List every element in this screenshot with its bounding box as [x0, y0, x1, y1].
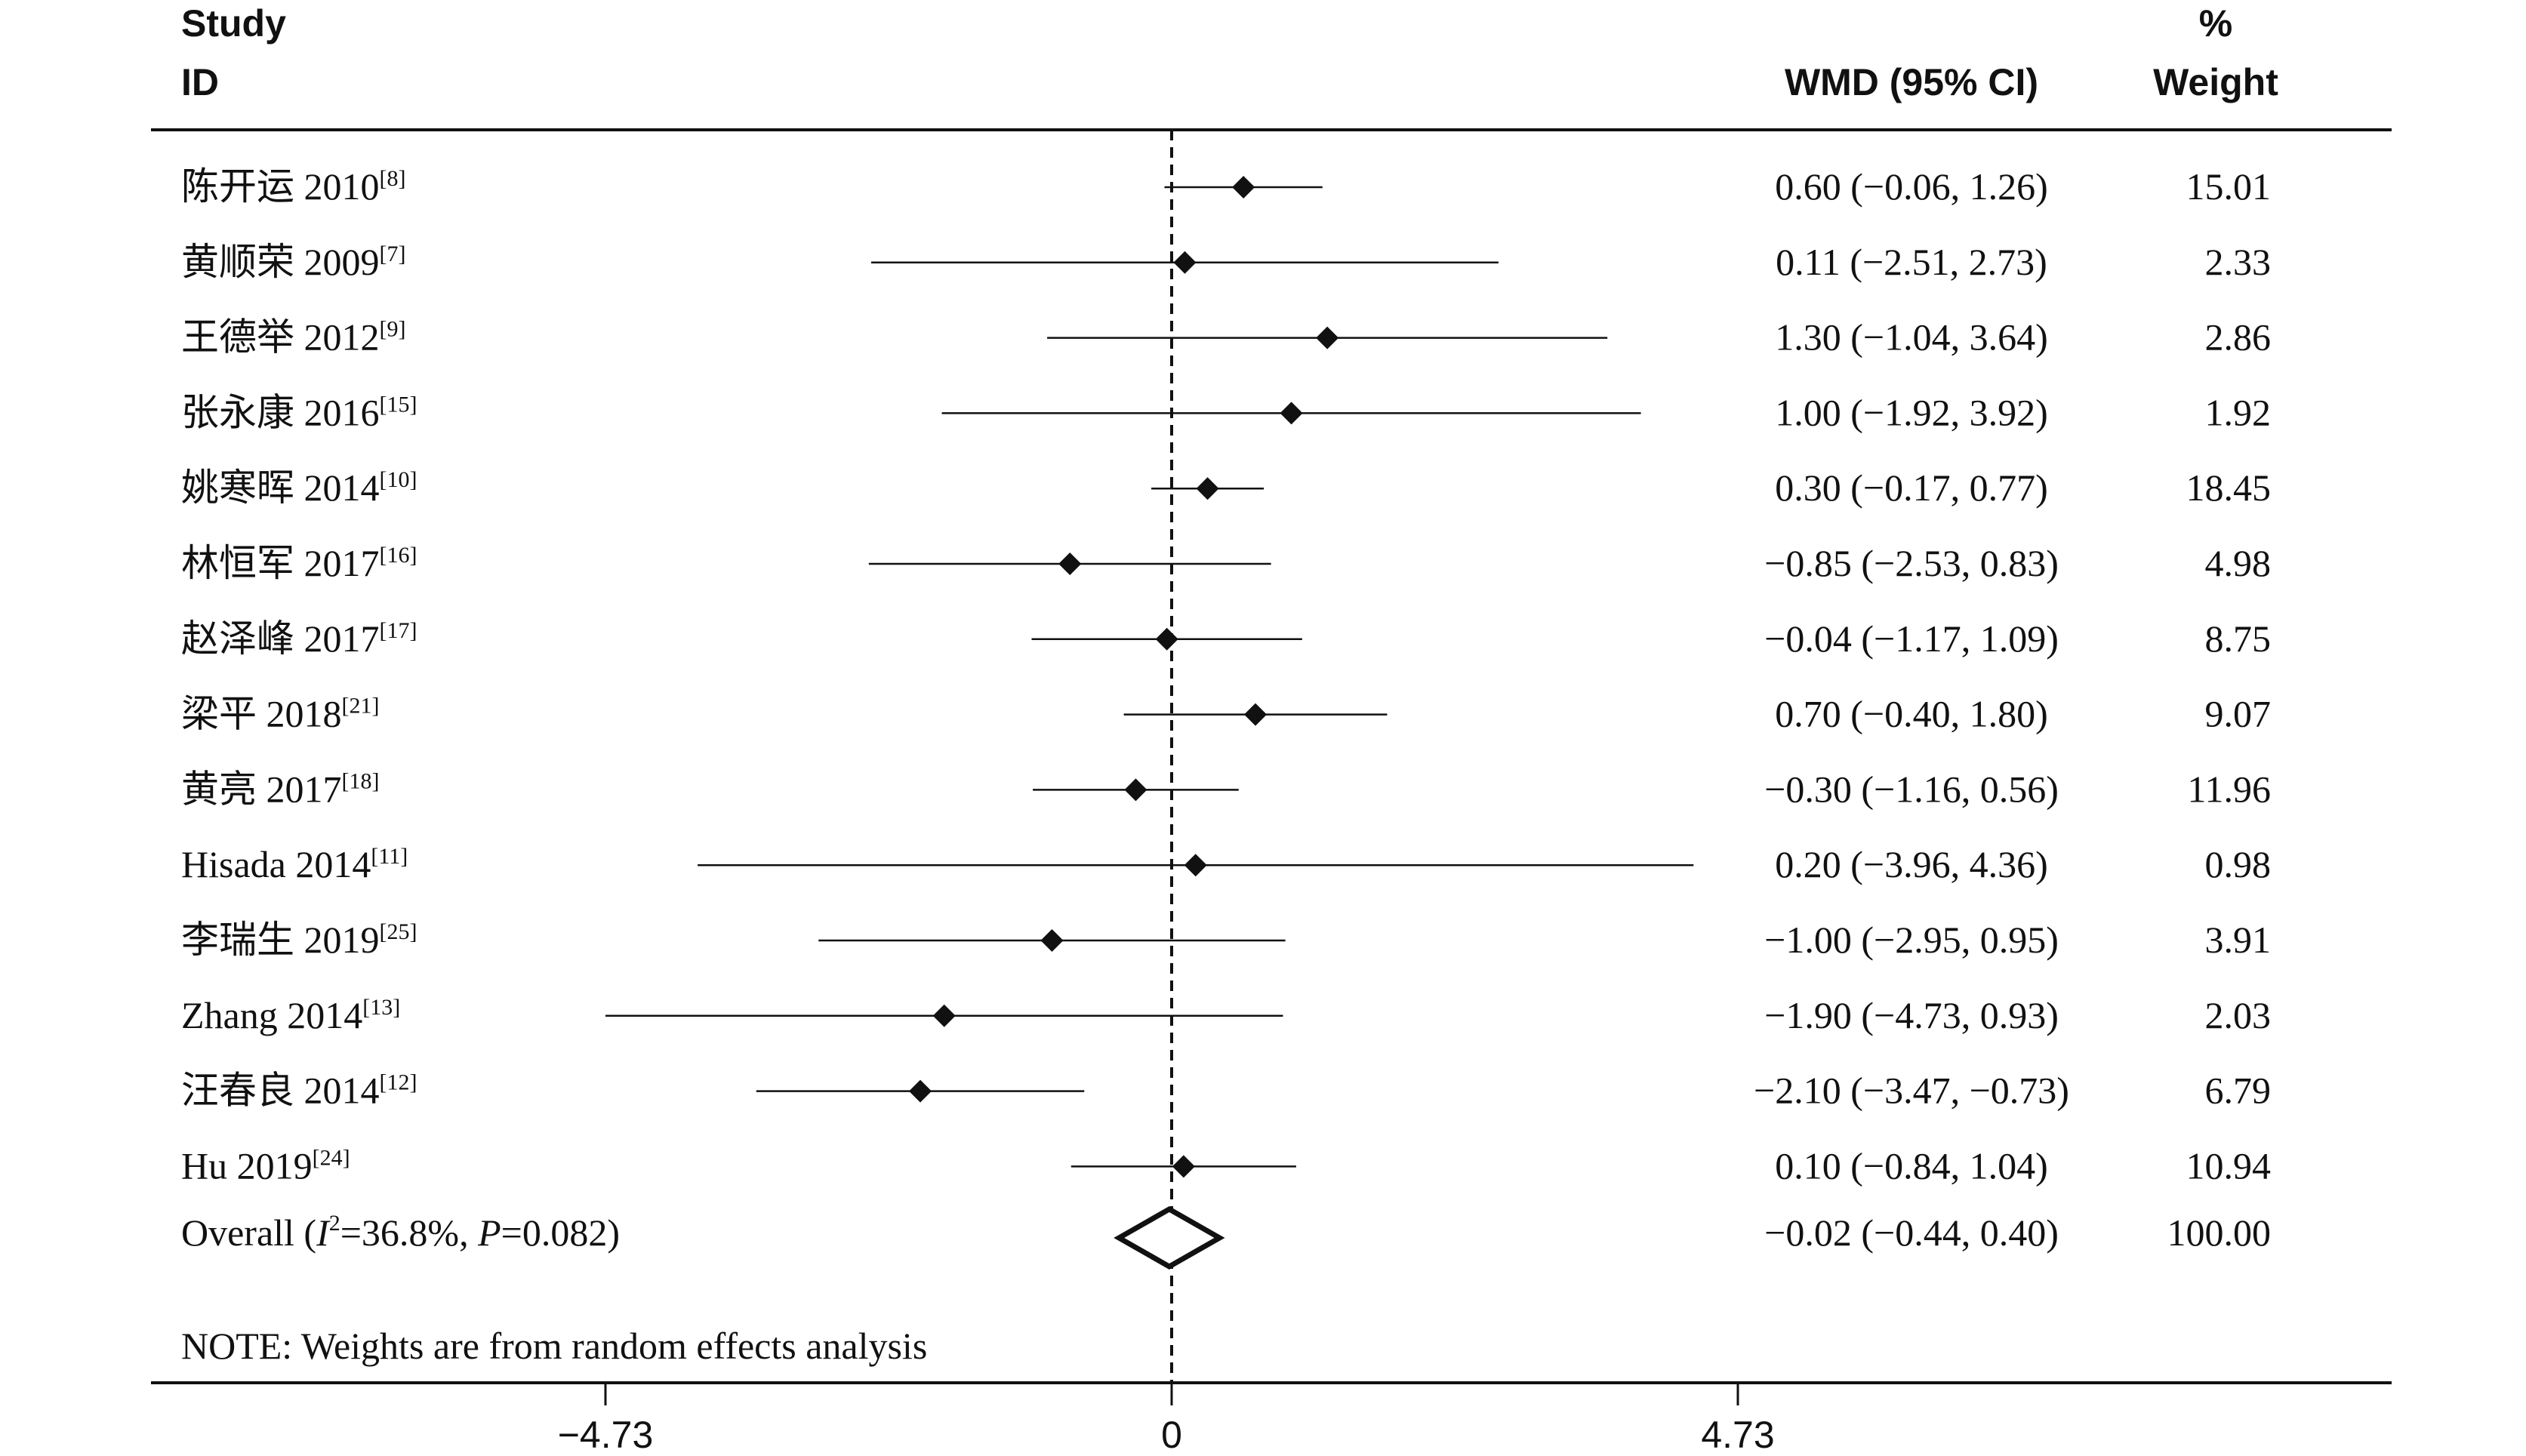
x-tick-label: −4.73	[558, 1414, 654, 1456]
point-estimate	[1280, 402, 1303, 425]
point-estimate	[909, 1079, 932, 1103]
header-study: Study	[181, 2, 286, 45]
header-id: ID	[181, 61, 219, 103]
point-estimate	[1184, 854, 1207, 877]
study-label: 梁平 2018[21]	[181, 693, 379, 735]
study-ci-text: −0.30 (−1.16, 0.56)	[1764, 768, 2059, 810]
study-weight: 8.75	[2205, 617, 2272, 660]
study-weight: 1.92	[2205, 391, 2272, 433]
study-weight: 18.45	[2186, 466, 2272, 509]
point-estimate	[1040, 929, 1064, 952]
study-label: 黄亮 2017[18]	[181, 768, 379, 810]
overall-diamond	[1114, 1205, 1225, 1270]
study-ci-text: −1.90 (−4.73, 0.93)	[1764, 994, 2059, 1036]
study-weight: 10.94	[2186, 1144, 2272, 1187]
x-tick-label: 4.73	[1701, 1414, 1774, 1456]
study-label: 赵泽峰 2017[17]	[181, 617, 417, 660]
point-estimate	[1243, 703, 1267, 726]
study-label: 张永康 2016[15]	[181, 391, 417, 433]
study-label: 汪春良 2014[12]	[181, 1070, 417, 1112]
point-estimate	[1173, 251, 1197, 274]
study-weight: 9.07	[2205, 693, 2272, 735]
study-weight: 4.98	[2205, 542, 2272, 584]
study-ci-text: −0.85 (−2.53, 0.83)	[1764, 542, 2059, 584]
study-weight: 0.98	[2205, 843, 2272, 885]
study-ci-text: −2.10 (−3.47, −0.73)	[1754, 1070, 2069, 1112]
x-tick-label: 0	[1161, 1414, 1182, 1456]
study-label: 王德举 2012[9]	[181, 316, 405, 359]
header-weight-pct: %	[2199, 2, 2232, 45]
header-weight: Weight	[2153, 61, 2278, 103]
study-label: 林恒军 2017[16]	[181, 542, 417, 584]
point-estimate	[1172, 1155, 1195, 1178]
study-label: Hisada 2014[11]	[181, 843, 408, 885]
study-ci-text: 1.00 (−1.92, 3.92)	[1775, 391, 2048, 433]
point-estimate	[1058, 553, 1082, 575]
point-estimate	[1196, 477, 1219, 500]
study-label: Hu 2019[24]	[181, 1144, 350, 1187]
point-estimate	[932, 1004, 956, 1027]
study-label: 姚寒晖 2014[10]	[181, 466, 417, 509]
study-ci-text: 0.10 (−0.84, 1.04)	[1775, 1144, 2048, 1187]
study-weight: 11.96	[2187, 768, 2271, 810]
study-weight: 15.01	[2186, 165, 2272, 208]
overall-label: Overall (I2=36.8%, P=0.082)	[181, 1211, 620, 1254]
study-ci-text: 1.30 (−1.04, 3.64)	[1775, 316, 2048, 359]
overall-weight: 100.00	[2167, 1211, 2272, 1254]
study-ci-text: −1.00 (−2.95, 0.95)	[1764, 919, 2059, 961]
study-ci-text: 0.70 (−0.40, 1.80)	[1775, 693, 2048, 735]
study-label: Zhang 2014[13]	[181, 994, 400, 1036]
study-ci-text: 0.20 (−3.96, 4.36)	[1775, 843, 2048, 885]
study-ci-text: 0.30 (−0.17, 0.77)	[1775, 466, 2048, 509]
study-weight: 2.86	[2205, 316, 2272, 359]
point-estimate	[1155, 627, 1178, 651]
study-label: 黄顺荣 2009[7]	[181, 241, 405, 283]
note-text: NOTE: Weights are from random effects an…	[181, 1325, 927, 1367]
study-weight: 2.03	[2205, 994, 2272, 1036]
point-estimate	[1316, 326, 1339, 349]
study-label: 陈开运 2010[8]	[181, 165, 405, 208]
header-effect: WMD (95% CI)	[1785, 61, 2038, 103]
point-estimate	[1232, 176, 1255, 199]
study-weight: 3.91	[2205, 919, 2272, 961]
study-ci-text: 0.60 (−0.06, 1.26)	[1775, 165, 2048, 208]
study-ci-text: 0.11 (−2.51, 2.73)	[1776, 241, 2047, 283]
study-weight: 2.33	[2205, 241, 2272, 283]
study-label: 李瑞生 2019[25]	[181, 919, 417, 961]
study-ci-text: −0.04 (−1.17, 1.09)	[1764, 617, 2059, 660]
point-estimate	[1124, 778, 1147, 802]
study-weight: 6.79	[2205, 1070, 2272, 1112]
overall-ci-text: −0.02 (−0.44, 0.40)	[1764, 1211, 2059, 1254]
